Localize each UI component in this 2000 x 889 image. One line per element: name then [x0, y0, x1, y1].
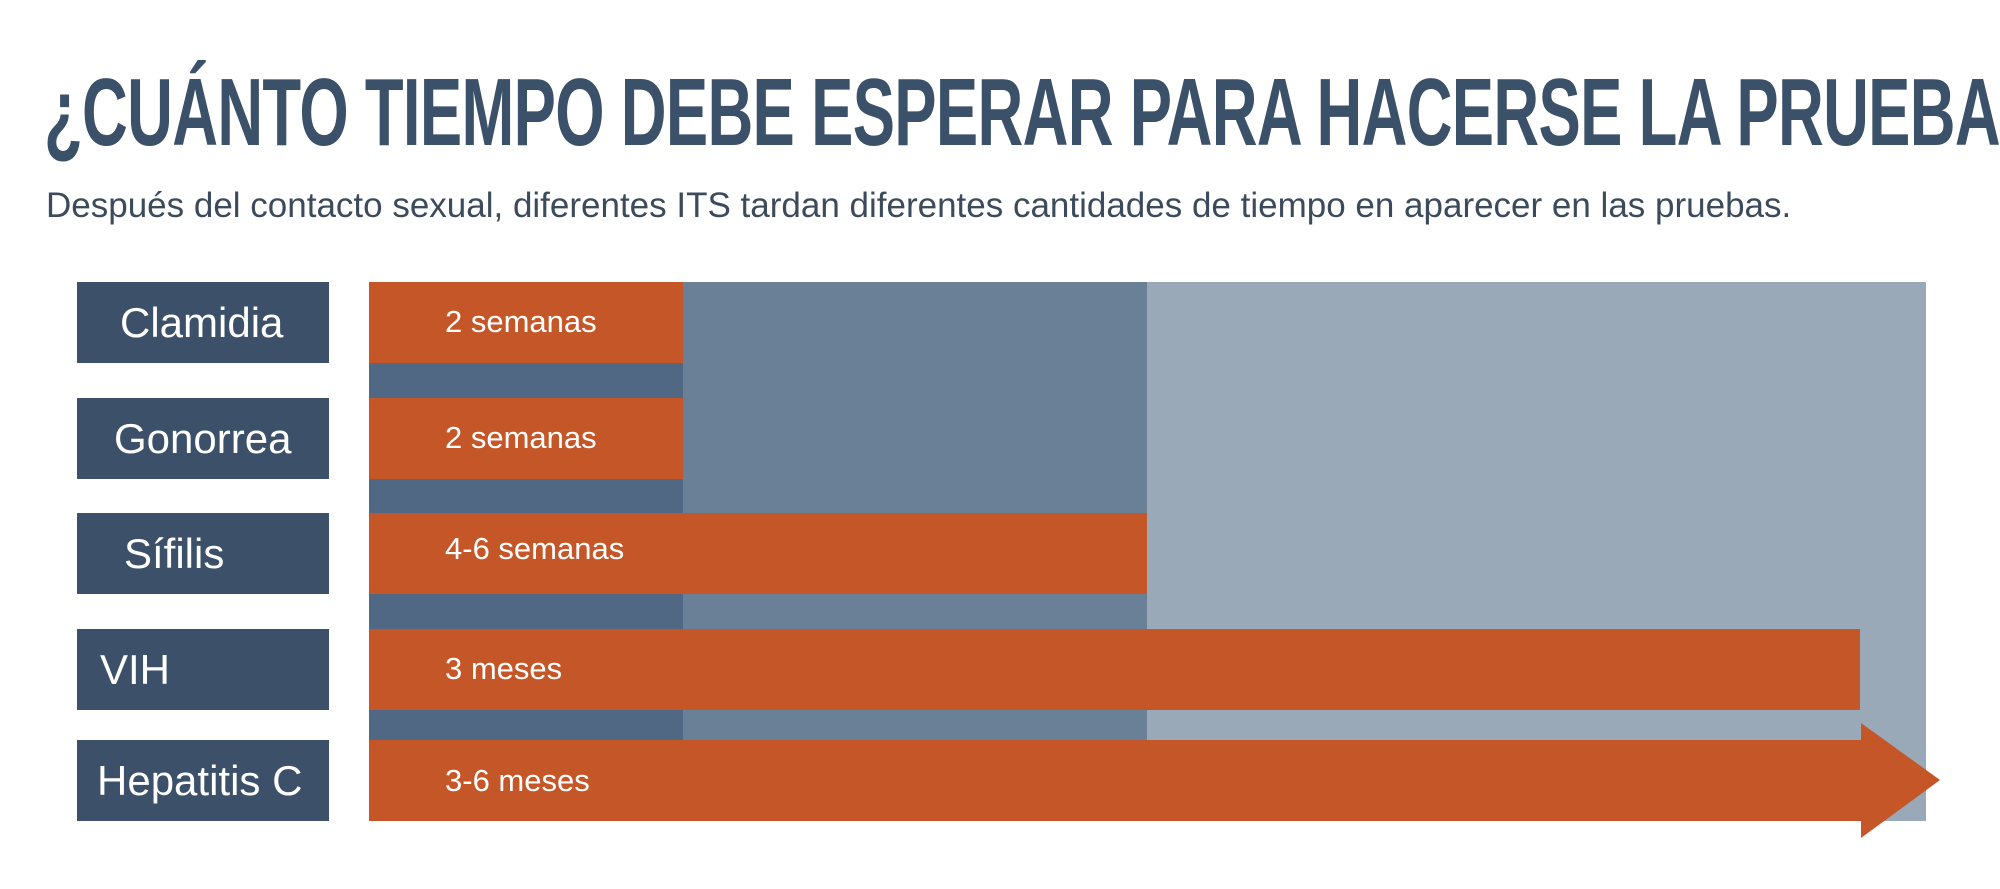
- row-label-sifilis: Sífilis: [77, 513, 329, 594]
- bar-clamidia: [369, 282, 683, 363]
- row-label-gonorrea: Gonorrea: [77, 398, 329, 479]
- bar-label-vih: 3 meses: [445, 651, 563, 686]
- page-subtitle: Después del contacto sexual, diferentes …: [46, 186, 1792, 225]
- bar-vih: [369, 629, 1860, 710]
- row-label-vih: VIH: [77, 629, 329, 710]
- bar-sifilis: [369, 513, 1147, 594]
- timeline-zone-6-weeks-6-months: [1147, 282, 1926, 821]
- bar-gonorrea: [369, 398, 683, 479]
- bar-hepatitis-c: [369, 723, 1940, 838]
- row-label-hepatitis-c: Hepatitis C: [77, 740, 329, 821]
- bar-label-hepatitis-c: 3-6 meses: [445, 763, 590, 798]
- bar-label-sifilis: 4-6 semanas: [445, 531, 625, 566]
- row-label-clamidia: Clamidia: [77, 282, 329, 363]
- bar-label-gonorrea: 2 semanas: [445, 420, 597, 455]
- page-title: ¿CUÁNTO TIEMPO DEBE ESPERAR PARA HACERSE…: [44, 59, 2000, 166]
- bar-label-clamidia: 2 semanas: [445, 304, 597, 339]
